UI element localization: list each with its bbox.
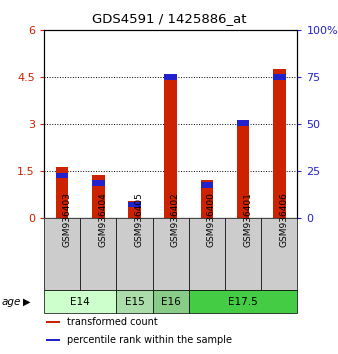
Bar xyxy=(152,218,189,290)
Text: ▶: ▶ xyxy=(23,297,30,307)
Bar xyxy=(92,176,104,218)
Bar xyxy=(189,218,225,290)
Bar xyxy=(273,74,286,80)
Text: E17.5: E17.5 xyxy=(228,297,258,307)
Bar xyxy=(44,218,80,290)
Text: GSM936403: GSM936403 xyxy=(62,193,71,247)
Bar xyxy=(116,218,152,290)
Text: percentile rank within the sample: percentile rank within the sample xyxy=(67,335,232,345)
Bar xyxy=(164,77,177,218)
Bar xyxy=(225,218,261,290)
Bar xyxy=(116,290,152,313)
Text: GSM936402: GSM936402 xyxy=(171,193,180,247)
Bar xyxy=(200,182,213,188)
Bar xyxy=(56,167,68,218)
Bar xyxy=(237,122,249,218)
Text: GSM936400: GSM936400 xyxy=(207,193,216,247)
Text: age: age xyxy=(2,297,21,307)
Bar xyxy=(152,290,189,313)
Text: GSM936405: GSM936405 xyxy=(135,193,143,247)
Text: transformed count: transformed count xyxy=(67,317,158,327)
Text: GSM936406: GSM936406 xyxy=(279,193,288,247)
Bar xyxy=(92,181,104,186)
Bar xyxy=(128,202,141,207)
Text: GDS4591 / 1425886_at: GDS4591 / 1425886_at xyxy=(92,12,246,25)
Bar xyxy=(200,180,213,218)
Bar xyxy=(189,290,297,313)
Bar xyxy=(56,173,68,178)
Text: E16: E16 xyxy=(161,297,180,307)
Text: GSM936401: GSM936401 xyxy=(243,193,252,247)
Bar xyxy=(261,218,297,290)
Bar xyxy=(44,290,116,313)
Bar xyxy=(128,200,141,218)
Bar xyxy=(47,339,61,341)
Bar xyxy=(47,321,61,323)
Text: E14: E14 xyxy=(70,297,90,307)
Bar xyxy=(237,120,249,126)
Text: GSM936404: GSM936404 xyxy=(98,193,107,247)
Bar xyxy=(80,218,116,290)
Text: E15: E15 xyxy=(125,297,144,307)
Bar xyxy=(164,74,177,80)
Bar xyxy=(273,69,286,218)
